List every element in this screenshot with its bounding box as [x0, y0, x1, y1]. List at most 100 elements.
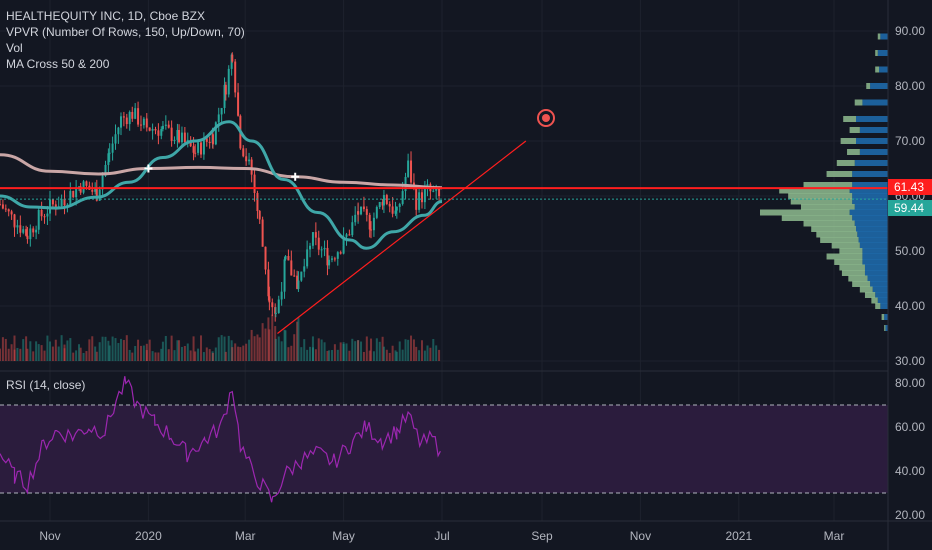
volume-bar	[145, 350, 148, 361]
rsi-legend[interactable]: RSI (14, close)	[6, 377, 85, 393]
volume-bar	[357, 340, 360, 361]
candle-body	[104, 164, 107, 176]
volume-bar	[40, 345, 43, 361]
volume-bar	[82, 352, 85, 361]
candle-body	[170, 127, 173, 141]
vp-bar-down	[849, 187, 888, 194]
volume-bar	[330, 350, 333, 361]
vp-bar-up	[779, 187, 850, 194]
volume-bar	[267, 317, 270, 361]
volume-bar	[114, 338, 117, 361]
candle-body	[237, 92, 240, 116]
symbol-title[interactable]: HEALTHEQUITY INC, 1D, Cboe BZX	[6, 9, 205, 23]
candle-body	[107, 153, 110, 165]
resistance-price-label: 61.43	[888, 179, 932, 195]
candle-body	[388, 203, 391, 207]
candle-body	[119, 116, 122, 128]
vp-bar-up	[848, 275, 868, 282]
volume-bar	[183, 345, 186, 361]
rsi-tick-label: 20.00	[895, 508, 925, 522]
main-legend: HEALTHEQUITY INC, 1D, Cboe BZX VPVR (Num…	[6, 8, 245, 72]
volume-bar	[342, 342, 345, 361]
rsi-tick-label: 60.00	[895, 420, 925, 434]
volume-bar	[388, 352, 391, 361]
candle-body	[217, 114, 220, 123]
volume-bar	[274, 338, 277, 361]
candle-body	[32, 228, 35, 233]
candle-body	[330, 258, 333, 260]
vp-bar-up	[875, 50, 878, 56]
volume-bar	[63, 348, 66, 361]
candle-body	[13, 214, 16, 227]
time-axis[interactable]: Nov 2020 Mar May Jul Sep Nov 2021 Mar	[39, 529, 844, 543]
candle-body	[323, 247, 326, 250]
vp-bar-up	[854, 99, 863, 106]
volume-bar	[46, 335, 49, 361]
candle-body	[22, 229, 25, 233]
candle-body	[271, 302, 274, 308]
volume-bar	[311, 336, 314, 361]
candle-body	[180, 132, 183, 143]
candle-body	[13, 226, 16, 228]
candle-body	[223, 84, 226, 108]
volume-bar	[202, 352, 205, 361]
candle-body	[242, 148, 245, 157]
volume-bar	[151, 351, 154, 361]
rsi-legend-label: RSI (14, close)	[6, 378, 86, 392]
candle-body	[317, 237, 320, 250]
candle-body	[300, 271, 303, 281]
volume-bar	[69, 338, 72, 361]
candle-body	[108, 152, 111, 154]
candle-body	[372, 217, 375, 231]
ma-legend[interactable]: MA Cross 50 & 200	[6, 57, 110, 71]
candle-body	[378, 201, 381, 208]
candle-body	[256, 193, 259, 212]
volume-bar	[320, 339, 323, 361]
candle-body	[326, 247, 329, 266]
candle-body	[314, 232, 317, 238]
volume-bar	[323, 342, 326, 361]
vol-legend[interactable]: Vol	[6, 41, 23, 55]
last-price-text: 59.44	[894, 201, 924, 215]
volume-bar	[10, 344, 13, 361]
alert-target-icon[interactable]	[537, 109, 555, 127]
grid-lines	[0, 0, 888, 521]
candle-body	[82, 181, 85, 193]
time-tick-label: Mar	[824, 529, 845, 543]
volume-bar	[261, 323, 264, 361]
volume-bar	[311, 347, 314, 361]
volume-bar	[227, 335, 230, 361]
vp-bar-up	[849, 127, 860, 133]
candle-body	[230, 54, 233, 69]
volume-bar	[134, 345, 137, 361]
vpvr-legend[interactable]: VPVR (Number Of Rows, 150, Up/Down, 70)	[6, 25, 245, 39]
vp-bar-down	[852, 182, 888, 188]
candle-body	[258, 211, 261, 220]
vp-bar-down	[859, 149, 888, 155]
volume-bar	[107, 340, 110, 361]
volume-bar	[137, 339, 140, 361]
rsi-axis[interactable]: 80.00 60.00 40.00 20.00	[895, 376, 925, 522]
candle-body	[306, 249, 309, 267]
volume-bar	[75, 350, 78, 361]
volume-bar	[297, 317, 300, 361]
volume-bar	[333, 344, 336, 361]
time-tick-label: Sep	[531, 529, 553, 543]
volume-bar	[54, 339, 57, 361]
vp-bar-up	[816, 231, 858, 238]
vp-bar-down	[880, 303, 888, 309]
volume-bar	[404, 339, 407, 361]
candle-body	[297, 280, 300, 289]
candle-body	[4, 208, 7, 210]
volume-bar	[423, 350, 426, 361]
volume-bar	[336, 349, 339, 361]
candle-body	[114, 134, 117, 144]
volume-profile	[760, 33, 888, 331]
volume-bar	[104, 336, 107, 361]
volume-bar	[300, 347, 303, 361]
volume-bar	[72, 352, 75, 361]
candle-body	[214, 122, 217, 145]
trendline[interactable]	[277, 140, 527, 334]
